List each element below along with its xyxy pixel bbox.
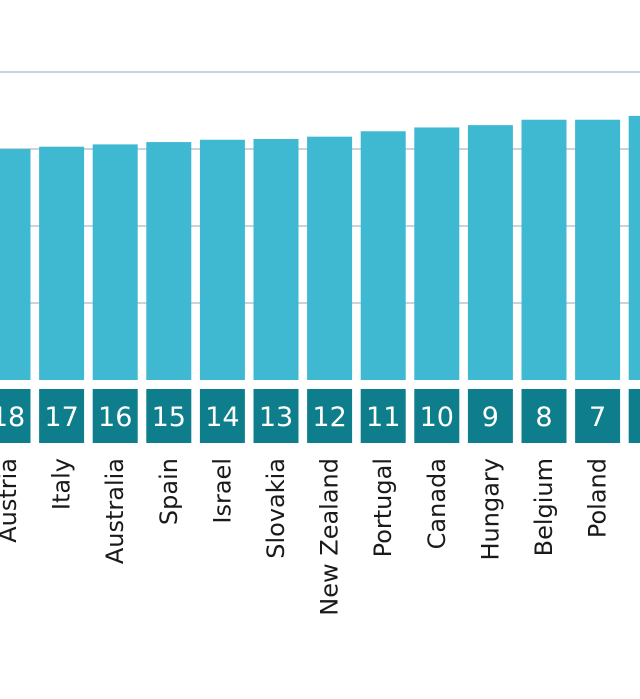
bar bbox=[575, 119, 621, 381]
country-label: Spain bbox=[155, 458, 183, 525]
bar bbox=[467, 125, 513, 380]
rank-box bbox=[575, 389, 621, 443]
bar bbox=[39, 146, 85, 380]
country-label: Austria bbox=[0, 458, 22, 543]
bar bbox=[0, 149, 31, 380]
country-label: Italy bbox=[48, 458, 76, 510]
rank-box bbox=[521, 389, 567, 443]
rank-label: 11 bbox=[366, 402, 400, 433]
rank-box bbox=[414, 389, 460, 443]
country-label: Israel bbox=[208, 458, 236, 524]
rank-box bbox=[467, 389, 513, 443]
bar bbox=[92, 144, 138, 380]
rank-label: 12 bbox=[312, 402, 346, 433]
rank-box bbox=[92, 389, 138, 443]
country-label: Slovakia bbox=[262, 458, 290, 559]
country-label: New Zealand bbox=[316, 458, 344, 616]
bar bbox=[253, 138, 299, 380]
country-label: Belgium bbox=[530, 458, 558, 556]
bars bbox=[0, 115, 640, 381]
country-label: Denmark bbox=[637, 458, 640, 568]
bar bbox=[307, 136, 353, 380]
country-label: Hungary bbox=[476, 458, 504, 560]
country-label: Australia bbox=[101, 458, 129, 564]
rank-box bbox=[253, 389, 299, 443]
rank-box bbox=[360, 389, 406, 443]
rank-label: 16 bbox=[98, 402, 132, 433]
rank-label: 14 bbox=[205, 402, 239, 433]
country-label: Portugal bbox=[369, 458, 397, 557]
rank-box bbox=[307, 389, 353, 443]
rank-box bbox=[628, 389, 640, 443]
rank-box bbox=[146, 389, 192, 443]
bar bbox=[199, 139, 245, 380]
country-label: Canada bbox=[423, 458, 451, 549]
rank-box bbox=[39, 389, 85, 443]
rank-label: 10 bbox=[420, 402, 454, 433]
bar bbox=[146, 142, 192, 380]
rank-label: 9 bbox=[482, 402, 499, 433]
bar bbox=[521, 119, 567, 381]
country-label: Poland bbox=[584, 458, 612, 538]
rank-box bbox=[199, 389, 245, 443]
rank-label: 13 bbox=[259, 402, 293, 433]
rank-label: 18 bbox=[0, 402, 25, 433]
rank-label: 17 bbox=[44, 402, 78, 433]
rank-labels: 1817161514131211109876 bbox=[0, 389, 640, 443]
bar bbox=[628, 115, 640, 380]
country-labels: Austria Italy Australia Spain Israel Slovakia… bbox=[0, 458, 640, 616]
rank-label: 15 bbox=[152, 402, 186, 433]
bar bbox=[360, 131, 406, 380]
rank-box bbox=[0, 389, 31, 443]
bar bbox=[414, 127, 460, 380]
rank-label: 7 bbox=[589, 402, 606, 433]
rank-label: 8 bbox=[535, 402, 552, 433]
